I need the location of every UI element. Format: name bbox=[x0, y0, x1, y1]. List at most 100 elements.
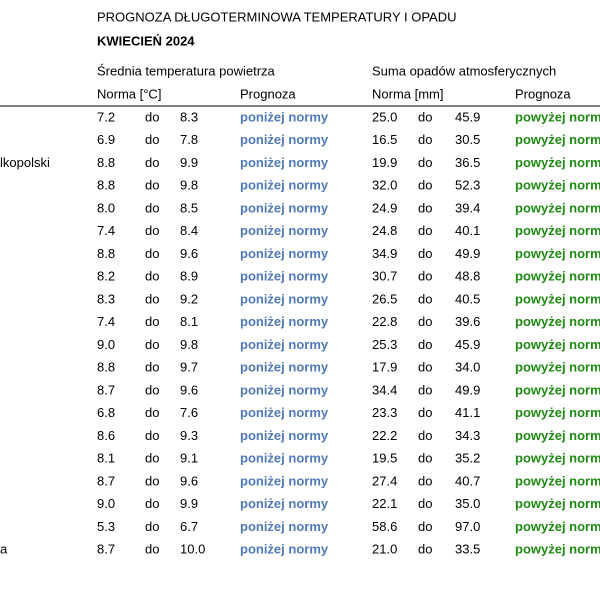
precip-forecast: powyżej normy bbox=[515, 269, 600, 284]
temp-norm-low: 6.8 bbox=[97, 405, 115, 420]
precip-norm-do: do bbox=[418, 360, 432, 375]
precip-norm-low: 17.9 bbox=[372, 360, 397, 375]
precip-norm-do: do bbox=[418, 519, 432, 534]
temp-norm-do: do bbox=[145, 132, 159, 147]
temp-norm-low: 6.9 bbox=[97, 132, 115, 147]
temp-norm-high: 8.9 bbox=[180, 269, 198, 284]
temp-forecast: poniżej normy bbox=[240, 178, 329, 193]
temp-norm-do: do bbox=[145, 200, 159, 215]
precip-norm-do: do bbox=[418, 451, 432, 466]
temp-forecast: poniżej normy bbox=[240, 360, 329, 375]
temp-norm-do: do bbox=[145, 428, 159, 443]
temp-norm-do: do bbox=[145, 496, 159, 511]
precip-norm-high: 40.5 bbox=[455, 291, 480, 306]
precip-norm-do: do bbox=[418, 314, 432, 329]
column-header: Prognoza bbox=[515, 86, 571, 101]
temp-forecast: poniżej normy bbox=[240, 155, 329, 170]
precip-norm-high: 36.5 bbox=[455, 155, 480, 170]
precip-norm-high: 35.2 bbox=[455, 451, 480, 466]
temp-forecast: poniżej normy bbox=[240, 496, 329, 511]
precip-norm-high: 97.0 bbox=[455, 519, 480, 534]
precip-forecast: powyżej normy bbox=[515, 337, 600, 352]
precip-norm-low: 34.9 bbox=[372, 246, 397, 261]
temp-norm-low: 8.2 bbox=[97, 269, 115, 284]
temp-norm-low: 8.7 bbox=[97, 541, 115, 556]
precip-norm-low: 21.0 bbox=[372, 541, 397, 556]
title: PROGNOZA DŁUGOTERMINOWA TEMPERATURY I OP… bbox=[97, 9, 456, 24]
precip-norm-do: do bbox=[418, 496, 432, 511]
region: lkopolski bbox=[0, 155, 50, 170]
temp-norm-high: 9.9 bbox=[180, 155, 198, 170]
temp-forecast: poniżej normy bbox=[240, 269, 329, 284]
precip-forecast: powyżej normy bbox=[515, 246, 600, 261]
precip-forecast: powyżej normy bbox=[515, 200, 600, 215]
precip-norm-do: do bbox=[418, 132, 432, 147]
precip-norm-do: do bbox=[418, 155, 432, 170]
precip-forecast: powyżej normy bbox=[515, 382, 600, 397]
temp-norm-high: 9.9 bbox=[180, 496, 198, 511]
precip-norm-do: do bbox=[418, 473, 432, 488]
temp-forecast: poniżej normy bbox=[240, 246, 329, 261]
temp-forecast: poniżej normy bbox=[240, 200, 329, 215]
temp-norm-low: 8.8 bbox=[97, 360, 115, 375]
precip-norm-low: 32.0 bbox=[372, 178, 397, 193]
precip-norm-high: 33.5 bbox=[455, 541, 480, 556]
temp-norm-high: 8.3 bbox=[180, 109, 198, 124]
precip-forecast: powyżej normy bbox=[515, 541, 600, 556]
precip-norm-do: do bbox=[418, 246, 432, 261]
temp-norm-high: 9.2 bbox=[180, 291, 198, 306]
temp-norm-high: 7.6 bbox=[180, 405, 198, 420]
precip-norm-high: 52.3 bbox=[455, 178, 480, 193]
precip-norm-low: 25.0 bbox=[372, 109, 397, 124]
temp-norm-do: do bbox=[145, 155, 159, 170]
temp-norm-low: 9.0 bbox=[97, 337, 115, 352]
group-header: Suma opadów atmosferycznych bbox=[372, 63, 556, 78]
temp-norm-low: 7.2 bbox=[97, 109, 115, 124]
precip-norm-do: do bbox=[418, 291, 432, 306]
temp-norm-do: do bbox=[145, 405, 159, 420]
precip-norm-low: 24.9 bbox=[372, 200, 397, 215]
temp-norm-low: 7.4 bbox=[97, 223, 115, 238]
precip-forecast: powyżej normy bbox=[515, 519, 600, 534]
temp-forecast: poniżej normy bbox=[240, 382, 329, 397]
precip-norm-high: 39.4 bbox=[455, 200, 480, 215]
precip-norm-low: 24.8 bbox=[372, 223, 397, 238]
precip-forecast: powyżej normy bbox=[515, 428, 600, 443]
column-header: Norma [mm] bbox=[372, 86, 444, 101]
precip-norm-do: do bbox=[418, 178, 432, 193]
temp-norm-high: 9.6 bbox=[180, 473, 198, 488]
precip-forecast: powyżej normy bbox=[515, 223, 600, 238]
temp-norm-do: do bbox=[145, 246, 159, 261]
temp-norm-low: 8.7 bbox=[97, 473, 115, 488]
temp-norm-do: do bbox=[145, 382, 159, 397]
precip-norm-high: 35.0 bbox=[455, 496, 480, 511]
precip-norm-do: do bbox=[418, 109, 432, 124]
precip-norm-low: 19.9 bbox=[372, 155, 397, 170]
temp-norm-do: do bbox=[145, 314, 159, 329]
temp-forecast: poniżej normy bbox=[240, 541, 329, 556]
temp-norm-high: 7.8 bbox=[180, 132, 198, 147]
precip-forecast: powyżej normy bbox=[515, 451, 600, 466]
temp-norm-high: 8.1 bbox=[180, 314, 198, 329]
precip-forecast: powyżej normy bbox=[515, 405, 600, 420]
temp-norm-do: do bbox=[145, 519, 159, 534]
column-header: Prognoza bbox=[240, 86, 296, 101]
temp-norm-low: 9.0 bbox=[97, 496, 115, 511]
precip-norm-do: do bbox=[418, 541, 432, 556]
precip-norm-do: do bbox=[418, 382, 432, 397]
temp-norm-do: do bbox=[145, 223, 159, 238]
temp-norm-high: 9.8 bbox=[180, 337, 198, 352]
temp-forecast: poniżej normy bbox=[240, 109, 329, 124]
temp-norm-do: do bbox=[145, 291, 159, 306]
precip-norm-low: 34.4 bbox=[372, 382, 397, 397]
temp-forecast: poniżej normy bbox=[240, 428, 329, 443]
temp-norm-low: 5.3 bbox=[97, 519, 115, 534]
precip-norm-low: 25.3 bbox=[372, 337, 397, 352]
precip-forecast: powyżej normy bbox=[515, 155, 600, 170]
temp-norm-low: 7.4 bbox=[97, 314, 115, 329]
temp-norm-high: 8.5 bbox=[180, 200, 198, 215]
temp-forecast: poniżej normy bbox=[240, 132, 329, 147]
temp-norm-low: 8.8 bbox=[97, 178, 115, 193]
temp-norm-do: do bbox=[145, 541, 159, 556]
